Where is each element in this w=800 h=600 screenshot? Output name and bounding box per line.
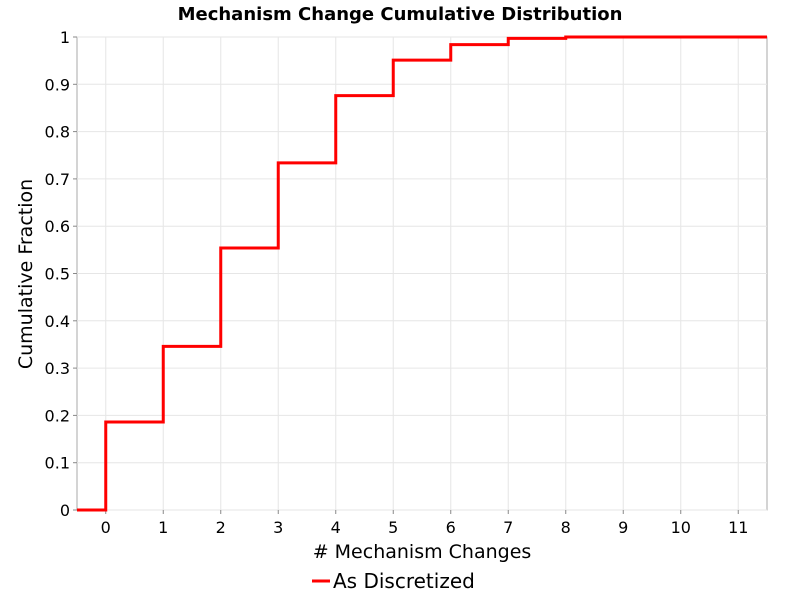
y-tick-label: 0.3 [45,359,70,378]
y-tick-label: 0.6 [45,217,70,236]
y-axis-label: Cumulative Fraction [15,179,37,369]
y-tick-label: 0.2 [45,406,70,425]
y-tick-label: 0 [60,501,70,520]
legend-label: As Discretized [333,569,475,593]
x-tick-label: 0 [101,518,111,537]
y-tick-label: 0.4 [45,312,70,331]
x-tick-label: 1 [158,518,168,537]
x-tick-label: 7 [503,518,513,537]
x-tick-label: 6 [446,518,456,537]
x-tick-label: 4 [331,518,341,537]
y-tick-label: 0.9 [45,75,70,94]
x-tick-label: 8 [561,518,571,537]
x-axis-ticks: 0 1 2 3 4 5 6 7 8 9 10 11 [101,510,748,537]
legend: As Discretized [312,569,475,593]
x-tick-label: 9 [618,518,628,537]
y-axis-ticks: 0 0.1 0.2 0.3 0.4 0.5 0.6 0.7 0.8 0.9 1 [45,28,77,520]
x-tick-label: 5 [388,518,398,537]
x-tick-label: 2 [216,518,226,537]
x-axis-label: # Mechanism Changes [313,541,532,563]
series-line [77,35,767,512]
y-tick-label: 0.5 [45,265,70,284]
y-tick-label: 0.8 [45,123,70,142]
y-tick-label: 0.1 [45,454,70,473]
y-tick-label: 1 [60,28,70,47]
x-tick-label: 10 [671,518,691,537]
chart-title: Mechanism Change Cumulative Distribution [178,4,623,25]
grid [77,36,767,511]
y-tick-label: 0.7 [45,170,70,189]
series-layer [77,35,767,512]
x-tick-label: 11 [728,518,748,537]
x-tick-label: 3 [273,518,283,537]
